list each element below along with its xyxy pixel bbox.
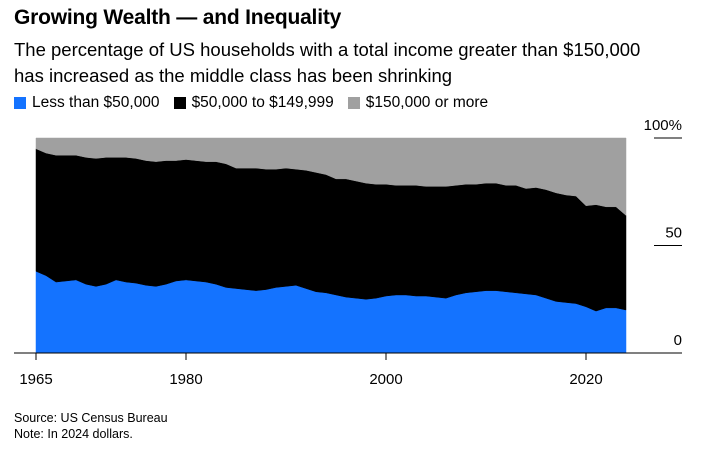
legend-swatch-middle — [173, 97, 186, 109]
legend-label-high: $150,000 or more — [365, 94, 489, 111]
x-tick-label-1980: 1980 — [169, 371, 202, 388]
y-tick-label-50: 50 — [665, 225, 682, 242]
area-series-high — [35, 137, 627, 216]
y-tick-label-100: 100% — [644, 117, 682, 134]
source-note: Source: US Census Bureau — [14, 411, 168, 425]
legend-item-low: Less than $50,000 — [14, 94, 160, 112]
chart-title: Growing Wealth — and Inequality — [14, 6, 342, 29]
x-tick-label-2020: 2020 — [569, 371, 602, 388]
legend-swatch-high — [347, 97, 360, 109]
legend-swatch-low — [14, 97, 26, 109]
x-tick-label-1965: 1965 — [19, 371, 52, 388]
legend-label-low: Less than $50,000 — [32, 94, 160, 111]
legend-label-middle: $50,000 to $149,999 — [191, 94, 334, 111]
legend-item-middle: $50,000 to $149,999 — [173, 94, 334, 112]
y-tick-label-0: 0 — [674, 332, 682, 349]
legend-item-high: $150,000 or more — [347, 94, 489, 112]
footer: Source: US Census Bureau Note: In 2024 d… — [14, 410, 168, 442]
dollar-note: Note: In 2024 dollars. — [14, 427, 133, 441]
chart-subtitle: The percentage of US households with a t… — [14, 39, 641, 86]
x-tick-label-2000: 2000 — [369, 371, 402, 388]
legend: Less than $50,000 $50,000 to $149,999 $1… — [14, 94, 502, 112]
